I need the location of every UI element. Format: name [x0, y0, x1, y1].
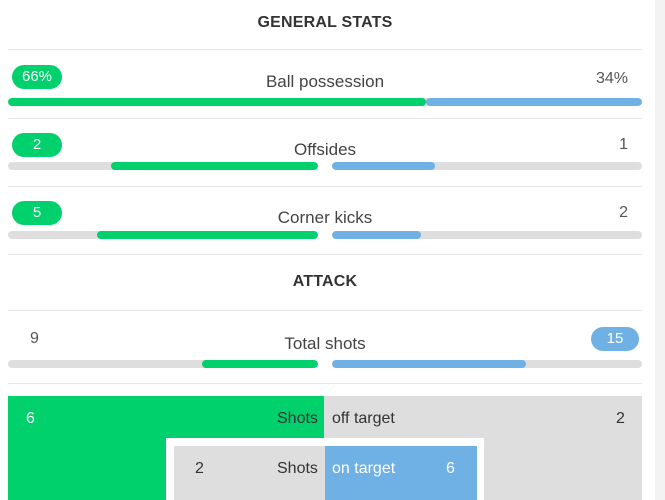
section-title-general: GENERAL STATS — [257, 14, 393, 31]
home-bar-fill — [202, 360, 318, 368]
home-value-pill: 2 — [12, 133, 62, 157]
divider — [8, 49, 642, 50]
stat-label: Offsides — [293, 140, 357, 159]
stat-row-corners: 5 Corner kicks 2 — [0, 194, 650, 258]
home-value: 9 — [30, 330, 39, 347]
away-bar — [332, 231, 642, 239]
possession-home-fill — [8, 98, 426, 106]
home-value-pill: 66% — [12, 65, 62, 89]
divider — [8, 310, 642, 311]
away-value: 34% — [595, 70, 628, 87]
shots-off-target-home-value: 6 — [26, 410, 35, 427]
stat-row-offsides: 2 Offsides 1 — [0, 126, 650, 190]
home-value-pill: 5 — [12, 201, 62, 225]
away-bar-fill — [332, 360, 526, 368]
scrollbar-track[interactable] — [655, 0, 665, 500]
shots-on-target-away-area — [325, 446, 477, 500]
home-bar — [8, 360, 318, 368]
shots-off-target-away-value: 2 — [616, 410, 625, 427]
shots-off-target-label-right: off target — [332, 410, 395, 427]
match-stats-panel: GENERAL STATS 66% Ball possession 34% 2 … — [0, 14, 650, 500]
divider — [8, 118, 642, 119]
stat-label: Total shots — [284, 334, 366, 353]
stat-row-total-shots: 9 Total shots 15 — [0, 320, 650, 384]
home-bar — [8, 231, 318, 239]
possession-bar — [8, 98, 642, 106]
shots-on-target-home-value: 2 — [195, 460, 204, 477]
away-bar-fill — [332, 162, 435, 170]
stat-label: Corner kicks — [277, 208, 373, 227]
away-value-pill: 15 — [591, 327, 639, 351]
section-title-attack: ATTACK — [292, 273, 358, 290]
shots-on-target-label-left: Shots — [277, 460, 318, 477]
possession-away-fill — [426, 98, 642, 106]
shots-on-target-away-value: 6 — [446, 460, 455, 477]
home-bar-fill — [97, 231, 318, 239]
away-bar — [332, 360, 642, 368]
away-bar — [332, 162, 642, 170]
away-value: 2 — [619, 204, 628, 221]
home-bar — [8, 162, 318, 170]
shots-off-target-label-left: Shots — [277, 410, 318, 427]
stat-label: Ball possession — [265, 72, 385, 91]
shots-target-chart: 6 Shots off target 2 2 Shots on target 6 — [8, 396, 642, 500]
stat-row-possession: 66% Ball possession 34% — [0, 58, 650, 122]
shots-on-target-label-right: on target — [332, 460, 396, 477]
divider — [8, 254, 642, 255]
shots-on-target-home-area — [174, 446, 325, 500]
home-bar-fill — [111, 162, 318, 170]
divider — [8, 383, 642, 384]
away-value: 1 — [619, 136, 628, 153]
divider — [8, 186, 642, 187]
away-bar-fill — [332, 231, 421, 239]
